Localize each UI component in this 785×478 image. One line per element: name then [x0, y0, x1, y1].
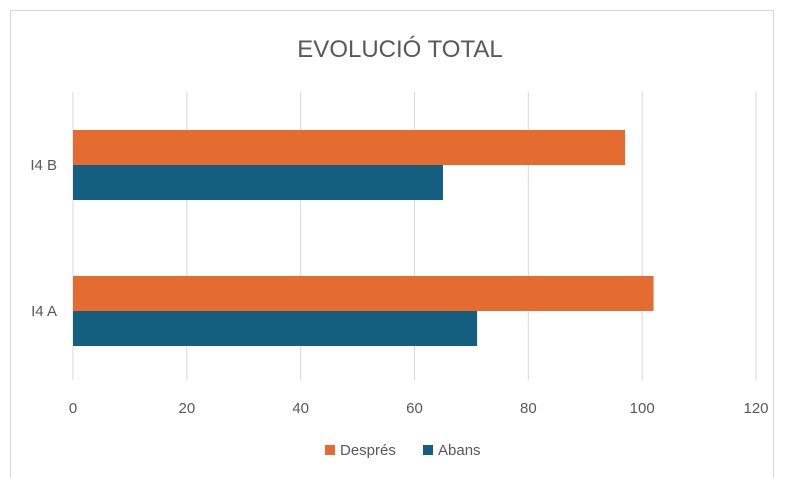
x-tick-labels: 0 20 40 60 80 100 120 — [69, 400, 769, 417]
legend-swatch — [423, 445, 433, 455]
legend-label: Abans — [438, 442, 481, 459]
category-labels: I4 B I4 A — [30, 157, 57, 320]
x-tick-label: 100 — [630, 400, 655, 417]
legend-swatch — [325, 445, 335, 455]
x-tick-label: 0 — [69, 400, 77, 417]
x-tick-label: 80 — [520, 400, 537, 417]
legend-label: Després — [340, 442, 396, 459]
chart-title: EVOLUCIÓ TOTAL — [297, 36, 502, 63]
bars — [73, 130, 654, 346]
x-tick-label: 20 — [178, 400, 195, 417]
chart-frame — [10, 10, 774, 478]
x-tick-label: 40 — [292, 400, 309, 417]
bar-desprs-1 — [73, 276, 654, 311]
category-label: I4 B — [30, 157, 57, 174]
x-tick-label: 60 — [406, 400, 423, 417]
legend: Després Abans — [325, 442, 481, 459]
category-label: I4 A — [31, 303, 57, 320]
bar-abans-1 — [73, 311, 478, 346]
bar-desprs-0 — [73, 130, 626, 165]
bar-abans-0 — [73, 165, 443, 200]
x-tick-label: 120 — [743, 400, 768, 417]
